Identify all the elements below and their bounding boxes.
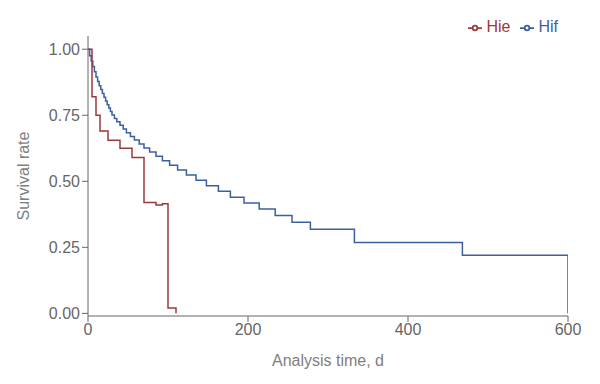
svg-text:0.50: 0.50 (49, 173, 80, 190)
svg-text:600: 600 (555, 321, 582, 338)
svg-text:0: 0 (84, 321, 93, 338)
svg-text:0.25: 0.25 (49, 239, 80, 256)
svg-text:Analysis time, d: Analysis time, d (272, 352, 384, 369)
html-text:Hie: Hie (486, 18, 511, 35)
svg-text:0.75: 0.75 (49, 107, 80, 124)
html-text:Hif: Hif (538, 18, 558, 35)
svg-text:Survival rate: Survival rate (15, 131, 32, 220)
svg-text:200: 200 (235, 321, 262, 338)
svg-text:0.00: 0.00 (49, 305, 80, 322)
svg-text:1.00: 1.00 (49, 41, 80, 58)
svg-text:400: 400 (395, 321, 422, 338)
